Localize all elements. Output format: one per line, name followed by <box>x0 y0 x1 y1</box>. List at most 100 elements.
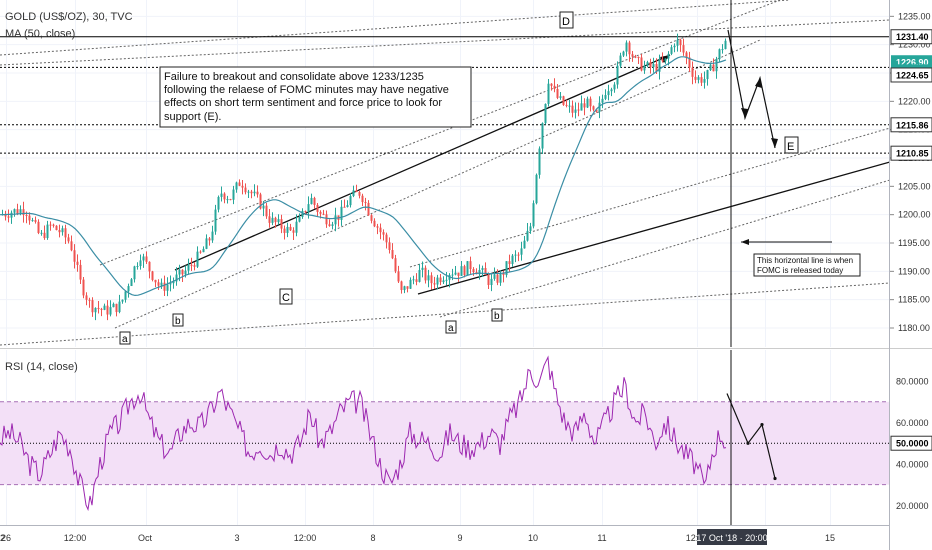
candle-body <box>616 65 619 85</box>
grid-layer <box>0 0 889 525</box>
price-tick-label: 1180.00 <box>898 323 930 333</box>
trend-channel-lines <box>0 0 891 346</box>
candle-body <box>106 305 109 315</box>
candle-body <box>724 40 727 50</box>
candle-body <box>178 269 181 275</box>
candle-body <box>418 269 421 282</box>
candle-body <box>271 217 274 223</box>
candle-body <box>646 62 649 66</box>
candle-body <box>322 213 325 215</box>
candle-body <box>493 274 496 279</box>
rsi-series-line <box>0 355 727 512</box>
candle-body <box>622 51 625 56</box>
candle-body <box>478 269 481 275</box>
candle-body <box>184 270 187 275</box>
candle-body <box>640 57 643 71</box>
candle-body <box>565 104 568 106</box>
candle-body <box>250 191 253 194</box>
candle-body <box>37 221 40 233</box>
candle-body <box>655 64 658 72</box>
candle-body <box>67 237 70 242</box>
candle-body <box>454 272 457 275</box>
candle-body <box>487 274 490 286</box>
rsi-tick-label: 80.0000 <box>896 377 929 387</box>
fomc-note-box <box>753 253 861 277</box>
candle-body <box>496 274 499 283</box>
candle-body <box>169 283 172 285</box>
main-note: Failure to breakout and consolidate abov… <box>159 66 472 128</box>
candle-body <box>610 89 613 92</box>
candle-body <box>49 224 52 226</box>
candle-body <box>394 258 397 272</box>
candle-body <box>709 64 712 71</box>
projection-arrowhead-1 <box>741 108 748 118</box>
candle-body <box>571 105 574 113</box>
trend-line-lower <box>417 161 891 295</box>
price-tick-label: 1190.00 <box>898 266 930 276</box>
candle-body <box>436 277 439 285</box>
candle-body <box>577 109 580 111</box>
candle-body <box>46 224 49 239</box>
wave-label-a2: a <box>448 323 454 334</box>
candle-body <box>157 282 160 286</box>
candle-body <box>460 266 463 276</box>
candle-body <box>700 77 703 83</box>
candle-body <box>298 216 301 222</box>
candle-body <box>112 303 115 308</box>
candle-body <box>55 225 58 231</box>
candle-body <box>4 214 7 217</box>
candle-body <box>562 96 565 105</box>
candle-body <box>31 220 34 222</box>
candle-body <box>181 269 184 275</box>
time-tick-label: 11 <box>597 533 606 543</box>
price-tick-label: 1230.00 <box>898 40 931 50</box>
candle-body <box>601 98 604 103</box>
candle-body <box>58 230 61 233</box>
candle-body <box>586 98 589 108</box>
candle-body <box>232 189 235 200</box>
candle-body <box>721 49 724 51</box>
time-cursor-label: 17 Oct '18 · 20:00 <box>696 533 767 543</box>
candle-body <box>331 224 334 226</box>
candle-body <box>43 232 46 239</box>
candle-body <box>628 42 631 55</box>
candle-body <box>532 203 535 227</box>
candle-body <box>694 76 697 80</box>
candle-body <box>541 123 544 149</box>
candle-body <box>427 275 430 281</box>
candle-body <box>430 275 433 284</box>
candle-body <box>697 77 700 80</box>
candle-body <box>214 209 217 232</box>
candle-body <box>160 282 163 286</box>
candle-body <box>196 251 199 267</box>
candle-body <box>76 261 79 265</box>
candle-body <box>415 279 418 282</box>
candle-body <box>607 91 610 96</box>
candle-body <box>274 217 277 223</box>
candle-body <box>304 210 307 213</box>
rsi-legend: RSI (14, close) <box>5 361 78 373</box>
time-tick-label: 12:00 <box>64 533 87 543</box>
candle-body <box>643 65 646 71</box>
wave-a2-box <box>445 320 457 334</box>
candle-body <box>559 96 562 98</box>
ma-legend: MA (50, close) <box>5 28 75 40</box>
candle-body <box>364 202 367 204</box>
price-tick-label: 1200.00 <box>898 210 931 220</box>
candle-body <box>685 52 688 58</box>
time-tick-label: 8 <box>370 533 375 543</box>
time-tick-label: Oct <box>138 533 153 543</box>
candles <box>1 33 727 321</box>
candle-body <box>556 88 559 98</box>
candle-body <box>652 64 655 68</box>
candle-body <box>151 271 154 280</box>
fomc-note-line-2: FOMC is released today <box>757 266 843 275</box>
candle-body <box>88 299 91 301</box>
wave-d-box <box>559 11 574 29</box>
candle-body <box>400 281 403 291</box>
candle-body <box>553 85 556 89</box>
candle-body <box>544 103 547 124</box>
candle-body <box>139 260 142 267</box>
candle-body <box>25 214 28 216</box>
